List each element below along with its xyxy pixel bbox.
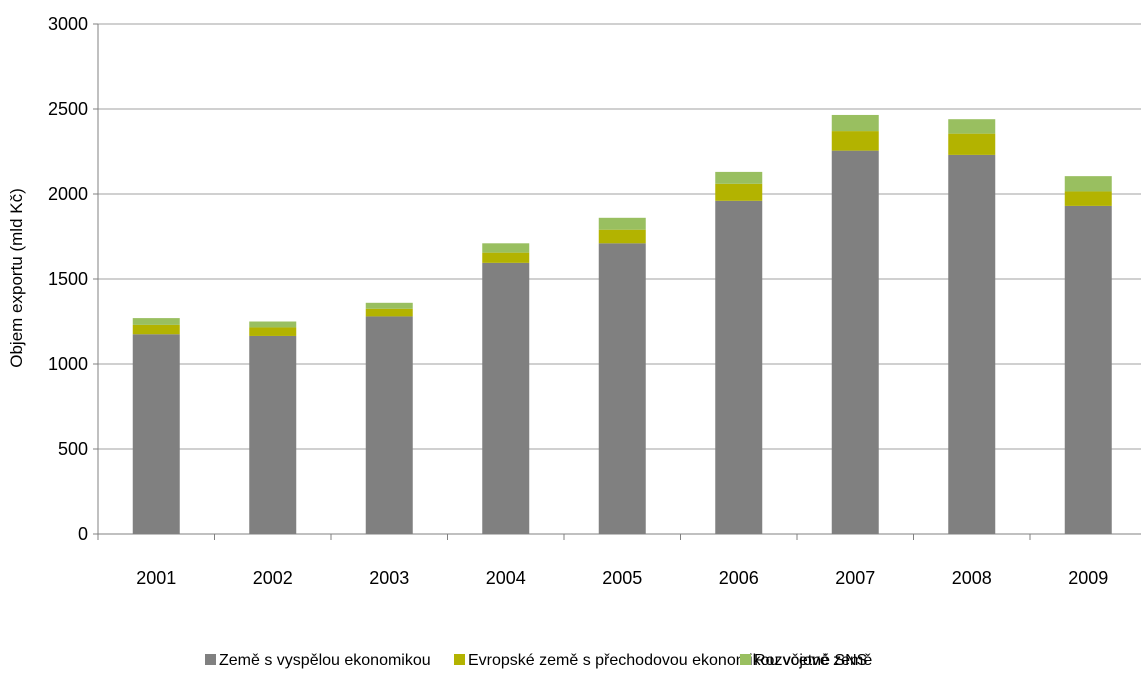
bar-2002-series-2 xyxy=(249,321,297,328)
bar-2009-series-2 xyxy=(1064,176,1112,192)
bar-2006-series-2 xyxy=(715,171,763,184)
bar-2002-series-0 xyxy=(249,335,297,534)
bar-2005-series-2 xyxy=(598,217,646,230)
bar-2008-series-2 xyxy=(948,119,996,134)
x-tick-label-2004: 2004 xyxy=(486,568,526,588)
bar-2007-series-0 xyxy=(831,150,879,534)
legend-swatch-0 xyxy=(205,654,216,665)
legend-label-2: Rozvojové země xyxy=(754,652,872,669)
x-tick-label-2009: 2009 xyxy=(1068,568,1108,588)
y-tick-label-2000: 2000 xyxy=(48,184,88,204)
bar-2007-series-1 xyxy=(831,131,879,151)
x-tick-label-2006: 2006 xyxy=(719,568,759,588)
bar-2006-series-0 xyxy=(715,200,763,535)
y-tick-label-0: 0 xyxy=(78,524,88,544)
y-tick-label-3000: 3000 xyxy=(48,14,88,34)
bar-2007-series-2 xyxy=(831,114,879,132)
bar-2003-series-2 xyxy=(365,302,413,309)
legend-label-1: Evropské země s přechodovou ekonomikou v… xyxy=(468,652,867,669)
bar-2003-series-0 xyxy=(365,316,413,534)
bar-2009-series-0 xyxy=(1064,205,1112,534)
axes-layer xyxy=(93,23,1141,540)
bar-2006-series-1 xyxy=(715,183,763,201)
bar-2008-series-0 xyxy=(948,154,996,534)
x-tick-label-2002: 2002 xyxy=(253,568,293,588)
bar-2005-series-0 xyxy=(598,243,646,535)
bar-2004-series-1 xyxy=(482,252,530,263)
x-tick-label-2008: 2008 xyxy=(952,568,992,588)
bar-2004-series-0 xyxy=(482,262,530,534)
x-tick-label-2005: 2005 xyxy=(602,568,642,588)
y-axis-title: Objem exportu (mld Kč) xyxy=(7,188,26,368)
y-tick-label-1000: 1000 xyxy=(48,354,88,374)
legend-label-0: Země s vyspělou ekonomikou xyxy=(219,652,431,669)
bar-2001-series-1 xyxy=(132,324,180,335)
y-tick-label-1500: 1500 xyxy=(48,269,88,289)
y-tick-label-2500: 2500 xyxy=(48,99,88,119)
legend-swatch-1 xyxy=(454,654,465,665)
bar-2001-series-2 xyxy=(132,318,180,325)
bar-2001-series-0 xyxy=(132,334,180,534)
x-tick-label-2003: 2003 xyxy=(369,568,409,588)
bar-2004-series-2 xyxy=(482,243,530,253)
x-tick-label-2001: 2001 xyxy=(136,568,176,588)
bar-2008-series-1 xyxy=(948,133,996,155)
bar-2002-series-1 xyxy=(249,327,297,336)
legend-swatch-2 xyxy=(740,654,751,665)
labels-layer: 0 500 1000 1500 2000 2500 3000 2001 2002 2003 2004… xyxy=(48,14,1108,588)
bar-2003-series-1 xyxy=(365,308,413,317)
bars-layer xyxy=(132,114,1112,535)
x-tick-label-2007: 2007 xyxy=(835,568,875,588)
bar-2005-series-1 xyxy=(598,229,646,244)
y-tick-label-500: 500 xyxy=(58,439,88,459)
legend: Země s vyspělou ekonomikou Evropské země … xyxy=(205,652,872,669)
bar-2009-series-1 xyxy=(1064,191,1112,206)
